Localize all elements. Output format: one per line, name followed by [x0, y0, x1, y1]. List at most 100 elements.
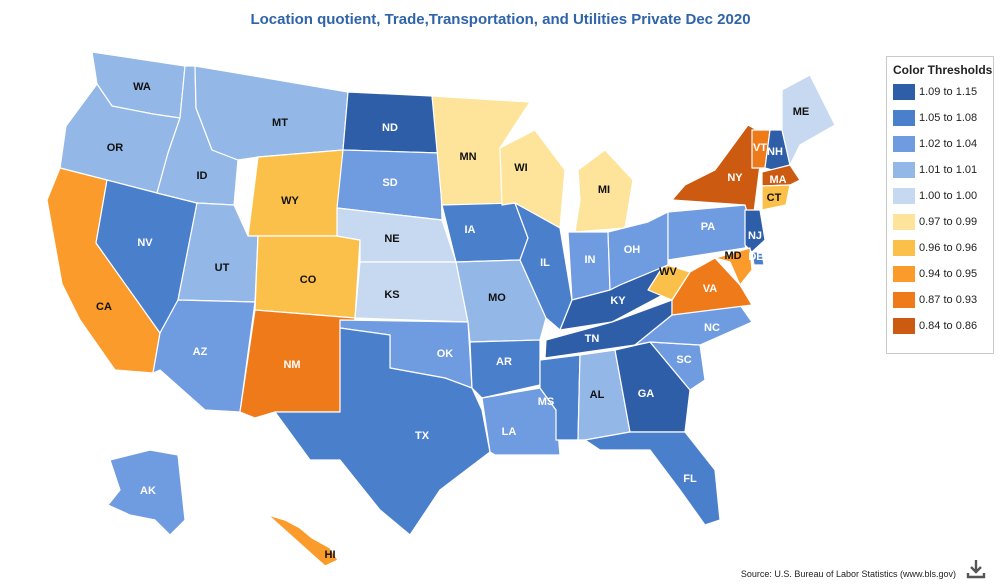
state-label-il: IL	[540, 257, 550, 269]
legend-label: 1.02 to 1.04	[919, 138, 978, 150]
state-ia[interactable]	[441, 202, 529, 263]
state-fl[interactable]	[584, 431, 721, 526]
legend-swatch	[893, 162, 915, 178]
legend-item[interactable]: 1.02 to 1.04	[893, 136, 977, 152]
legend-item[interactable]: 1.05 to 1.08	[893, 110, 977, 126]
state-label-mn: MN	[459, 151, 476, 163]
state-label-az: AZ	[193, 346, 208, 358]
legend-label: 1.01 to 1.01	[919, 164, 978, 176]
legend-label: 0.97 to 0.99	[919, 216, 978, 228]
download-icon[interactable]	[963, 556, 989, 582]
state-label-nv: NV	[137, 237, 153, 249]
state-label-ky: KY	[610, 295, 626, 307]
state-label-ca: CA	[96, 301, 112, 313]
legend-swatch	[893, 110, 915, 126]
legend-label: 1.09 to 1.15	[919, 86, 978, 98]
state-il[interactable]	[514, 202, 573, 331]
legend-label: 0.94 to 0.95	[919, 268, 978, 280]
state-ct[interactable]	[761, 184, 791, 211]
state-label-ok: OK	[437, 348, 454, 360]
state-label-mt: MT	[272, 117, 288, 129]
state-label-pa: PA	[701, 221, 716, 233]
state-label-me: ME	[793, 106, 810, 118]
legend-label: 1.00 to 1.00	[919, 190, 978, 202]
state-label-nj: NJ	[748, 230, 762, 242]
state-md[interactable]	[714, 247, 753, 286]
state-label-md: MD	[724, 250, 741, 262]
state-label-ny: NY	[727, 172, 743, 184]
map-title: Location quotient, Trade,Transportation,…	[250, 11, 751, 28]
state-label-nh: NH	[767, 146, 783, 158]
state-label-nc: NC	[704, 322, 720, 334]
state-label-wy: WY	[281, 195, 299, 207]
state-label-co: CO	[300, 274, 317, 286]
state-de[interactable]	[751, 251, 765, 266]
state-az[interactable]	[152, 299, 256, 413]
state-me[interactable]	[781, 74, 836, 166]
state-label-in: IN	[585, 254, 596, 266]
state-label-ms: MS	[538, 396, 555, 408]
state-label-ma: MA	[769, 174, 786, 186]
source-note: Source: U.S. Bureau of Labor Statistics …	[740, 569, 956, 579]
state-label-id: ID	[197, 170, 208, 182]
state-label-wv: WV	[659, 266, 677, 278]
state-label-ut: UT	[215, 262, 230, 274]
legend-item[interactable]: 0.97 to 0.99	[893, 214, 977, 230]
state-hi[interactable]	[267, 514, 339, 567]
legend-swatch	[893, 214, 915, 230]
legend-label: 0.84 to 0.86	[919, 320, 978, 332]
state-wv[interactable]	[647, 264, 691, 301]
state-label-de: DE	[748, 251, 763, 263]
legend-item[interactable]: 0.87 to 0.93	[893, 292, 977, 308]
legend-item[interactable]: 1.00 to 1.00	[893, 188, 977, 204]
state-in[interactable]	[567, 231, 611, 301]
legend-item[interactable]: 0.84 to 0.86	[893, 318, 977, 334]
state-mt[interactable]	[194, 65, 349, 161]
legend-title: Color Thresholds	[893, 63, 993, 77]
state-label-fl: FL	[683, 473, 697, 485]
legend-swatch	[893, 188, 915, 204]
color-thresholds-legend: Color Thresholds 1.09 to 1.15 1.05 to 1.0…	[886, 56, 994, 354]
state-ar[interactable]	[469, 339, 541, 399]
state-label-vt: VT	[753, 142, 767, 154]
state-wy[interactable]	[247, 149, 344, 237]
state-label-mi: MI	[598, 184, 610, 196]
state-co[interactable]	[254, 235, 361, 319]
state-label-tx: TX	[415, 430, 430, 442]
state-label-wa: WA	[133, 81, 151, 93]
state-tx[interactable]	[274, 327, 491, 536]
state-label-ga: GA	[638, 388, 655, 400]
legend-item[interactable]: 1.09 to 1.15	[893, 84, 977, 100]
legend-swatch	[893, 84, 915, 100]
state-nj[interactable]	[744, 209, 766, 253]
state-label-nd: ND	[382, 122, 398, 134]
legend-swatch	[893, 136, 915, 152]
state-label-sd: SD	[382, 177, 397, 189]
legend-item[interactable]: 0.94 to 0.95	[893, 266, 977, 282]
state-label-mo: MO	[488, 292, 506, 304]
state-label-oh: OH	[624, 244, 641, 256]
state-label-wi: WI	[514, 162, 527, 174]
legend-label: 0.96 to 0.96	[919, 242, 978, 254]
legend-swatch	[893, 292, 915, 308]
legend-swatch	[893, 266, 915, 282]
state-label-ne: NE	[384, 233, 399, 245]
state-label-ak: AK	[140, 485, 156, 497]
legend-item[interactable]: 1.01 to 1.01	[893, 162, 977, 178]
state-label-ct: CT	[767, 192, 782, 204]
legend-swatch	[893, 318, 915, 334]
legend-label: 0.87 to 0.93	[919, 294, 978, 306]
state-label-or: OR	[107, 142, 124, 154]
state-label-la: LA	[502, 426, 517, 438]
state-ky[interactable]	[559, 264, 673, 331]
legend-item[interactable]: 0.96 to 0.96	[893, 240, 977, 256]
state-ks[interactable]	[354, 261, 469, 323]
state-label-ia: IA	[465, 224, 476, 236]
state-label-hi: HI	[325, 549, 336, 561]
legend-swatch	[893, 240, 915, 256]
state-ak[interactable]	[107, 449, 186, 536]
state-label-sc: SC	[676, 354, 691, 366]
state-label-tn: TN	[585, 333, 600, 345]
state-ma[interactable]	[761, 164, 801, 187]
